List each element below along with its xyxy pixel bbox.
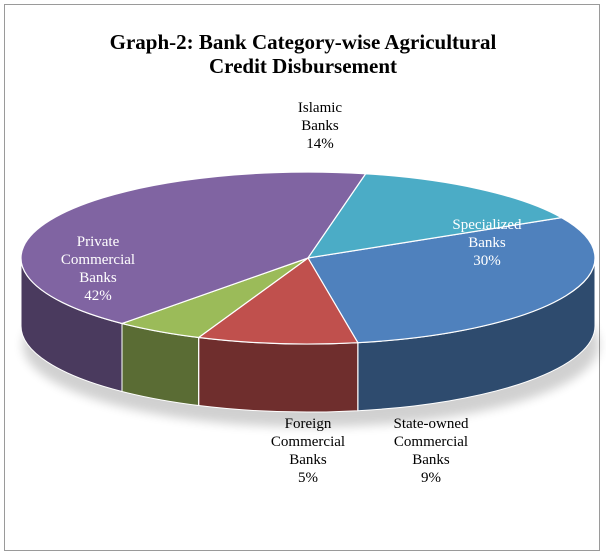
chart-title: Graph-2: Bank Category-wise Agricultural…	[0, 30, 606, 78]
pie-slice-label-3: Private Commercial Banks 42%	[61, 234, 135, 304]
pie-slice-name: Banks	[412, 452, 450, 468]
pie-slice-value: 5%	[298, 470, 318, 486]
pie-slice-value: 30%	[473, 253, 501, 269]
pie-slice-name: Commercial	[271, 434, 345, 450]
pie-slice-4	[306, 173, 564, 259]
pie-slice-name: Islamic	[298, 100, 342, 116]
pie-slice-name: Private	[77, 234, 120, 250]
pie-slice-name: Commercial	[394, 434, 468, 450]
pie-slice-label-1: State-owned Commercial Banks 9%	[394, 416, 469, 486]
pie-slice-label-2: Foreign Commercial Banks 5%	[271, 416, 345, 486]
pie-slice-name: Specialized	[452, 217, 522, 233]
chart-title-line-2: Credit Disbursement	[208, 54, 397, 78]
pie-slice-label-0: Specialized Banks 30%	[452, 217, 522, 269]
pie-slice-name: Banks	[301, 118, 339, 134]
pie-slice-3	[20, 171, 367, 325]
pie-slice-name: Banks	[79, 270, 117, 286]
pie-slice-name: Commercial	[61, 252, 135, 268]
pie-slice-side-1	[198, 336, 359, 413]
pie-slice-name: State-owned	[394, 416, 469, 432]
pie-slice-1	[197, 257, 359, 345]
pie-slice-name: Foreign	[285, 416, 332, 432]
pie-slice-0	[307, 216, 596, 344]
pie-slice-value: 9%	[421, 470, 441, 486]
chart-title-line-1: Graph-2: Bank Category-wise Agricultural	[109, 30, 497, 54]
pie-slice-label-4: Islamic Banks 14%	[298, 100, 342, 152]
pie-slice-name: Banks	[289, 452, 327, 468]
pie-slice-name: Banks	[468, 235, 506, 251]
pie-slice-value: 14%	[306, 136, 334, 152]
pie-slice-value: 42%	[84, 288, 112, 304]
